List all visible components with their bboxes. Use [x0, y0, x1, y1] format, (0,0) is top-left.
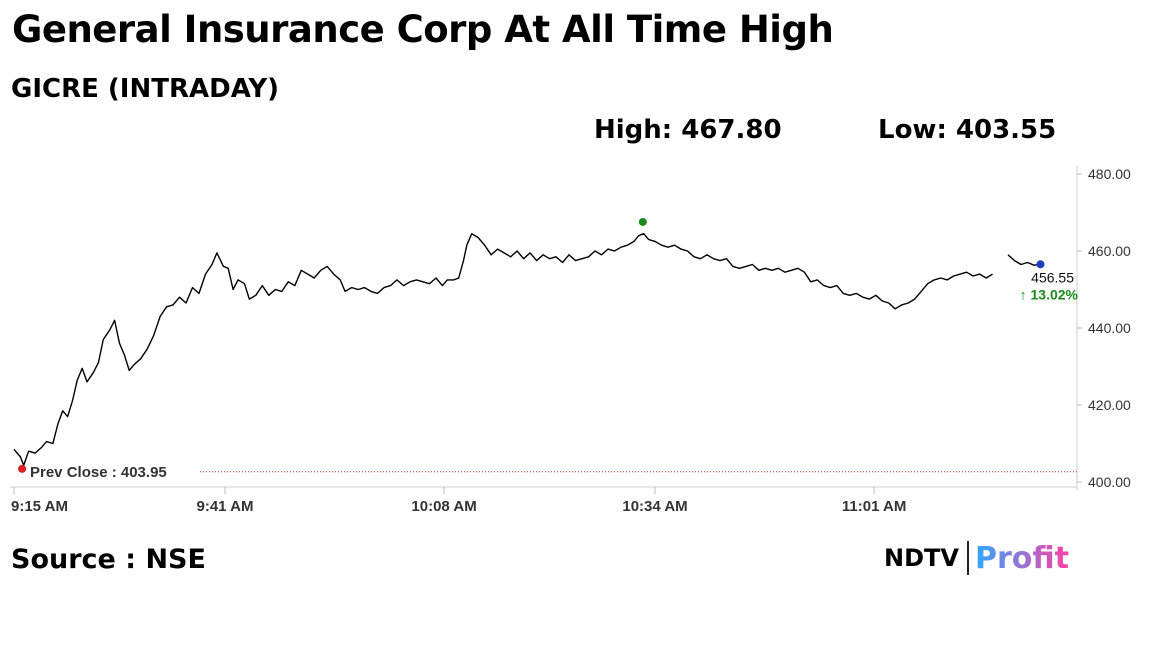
last-price-marker — [1036, 260, 1045, 269]
price-line — [13, 233, 993, 467]
x-tick-label: 9:15 AM — [11, 498, 68, 515]
y-tick-label: 440.00 — [1088, 320, 1131, 336]
logo-profit-text: Profit — [974, 540, 1069, 576]
y-tick-label: 400.00 — [1088, 474, 1131, 490]
page-title: General Insurance Corp At All Time High — [12, 8, 834, 51]
logo-divider — [966, 541, 969, 575]
high-stat: High: 467.80 — [594, 115, 782, 145]
change-percent-label: ↑ 13.02% — [1020, 286, 1079, 302]
y-tick-label: 420.00 — [1088, 397, 1131, 413]
low-stat: Low: 403.55 — [878, 115, 1057, 145]
intraday-chart: 480.00 460.00 440.00 420.00 400.00 9:15 AM 9:4… — [10, 166, 1131, 515]
x-tick-label: 11:01 AM — [842, 498, 906, 515]
high-marker — [638, 217, 647, 226]
y-tick-label: 460.00 — [1088, 243, 1131, 259]
price-line — [1007, 254, 1041, 266]
y-tick-label: 480.00 — [1088, 166, 1131, 182]
x-tick-label: 9:41 AM — [196, 498, 253, 515]
last-price-label: 456.55 — [1031, 269, 1074, 285]
prev-close-label: Prev Close : 403.95 — [30, 464, 167, 481]
x-tick-label: 10:08 AM — [411, 498, 476, 515]
ndtv-profit-logo: NDTV Profit — [884, 538, 1069, 578]
x-tick-label: 10:34 AM — [622, 498, 687, 515]
low-marker — [18, 464, 27, 473]
chart-subtitle: GICRE (INTRADAY) — [11, 74, 280, 104]
source-label: Source : NSE — [11, 544, 206, 575]
logo-ndtv-text: NDTV — [884, 544, 959, 572]
